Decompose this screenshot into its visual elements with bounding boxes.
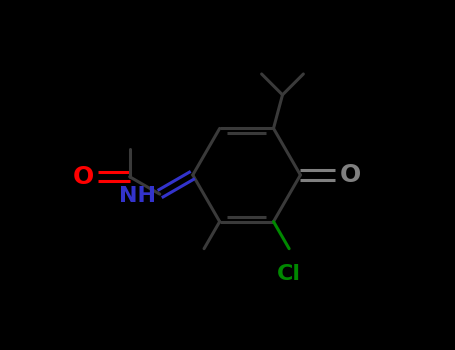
- Text: O: O: [73, 165, 94, 189]
- Text: O: O: [339, 163, 360, 187]
- Text: Cl: Cl: [277, 264, 301, 284]
- Text: NH: NH: [119, 186, 156, 206]
